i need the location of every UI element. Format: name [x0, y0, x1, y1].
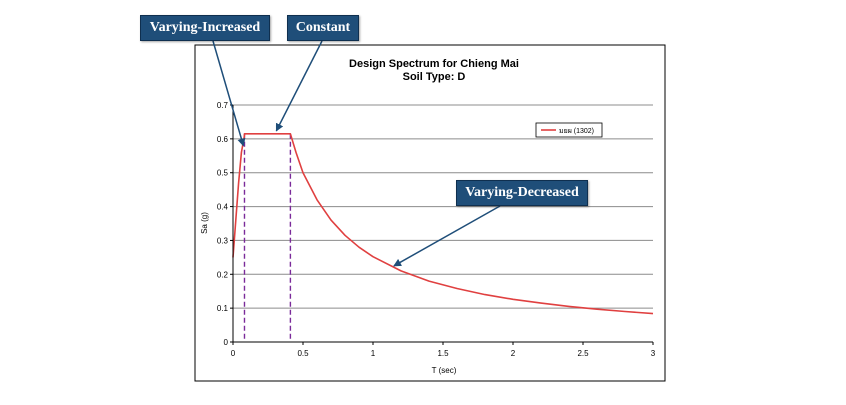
x-tick-label: 1.5	[437, 349, 449, 358]
x-tick-label: 2	[511, 349, 516, 358]
y-tick-label: 0.3	[217, 236, 229, 245]
callout-varying-increased: Varying-Increased	[140, 15, 270, 41]
y-tick-label: 0	[224, 338, 229, 347]
arrow-constant	[275, 40, 323, 132]
legend-label: มยผ (1302)	[559, 128, 594, 135]
series-line	[232, 133, 654, 315]
x-axis-label: T (sec)	[432, 366, 457, 375]
chart-title: Design Spectrum for Chieng Mai	[349, 58, 519, 70]
y-tick-label: 0.5	[217, 169, 229, 178]
x-tick-label: 2.5	[577, 349, 589, 358]
y-tick-label: 0.7	[217, 101, 229, 110]
chart-subtitle: Soil Type: D	[403, 71, 466, 83]
y-tick-label: 0.6	[217, 135, 229, 144]
x-tick-label: 3	[651, 349, 656, 358]
x-tick-label: 0	[231, 349, 236, 358]
callout-constant: Constant	[287, 15, 359, 41]
y-tick-label: 0.2	[217, 270, 229, 279]
y-tick-label: 0.1	[217, 304, 229, 313]
legend-box	[535, 122, 603, 138]
y-axis-label: Sa (g)	[200, 212, 209, 234]
chart-frame	[194, 44, 666, 382]
x-tick-label: 0.5	[297, 349, 309, 358]
arrow-varying-increased	[212, 40, 246, 147]
callout-varying-decreased: Varying-Decreased	[456, 180, 588, 206]
arrow-varying-decreased	[393, 205, 501, 267]
x-tick-label: 1	[371, 349, 376, 358]
y-tick-label: 0.4	[217, 203, 229, 212]
